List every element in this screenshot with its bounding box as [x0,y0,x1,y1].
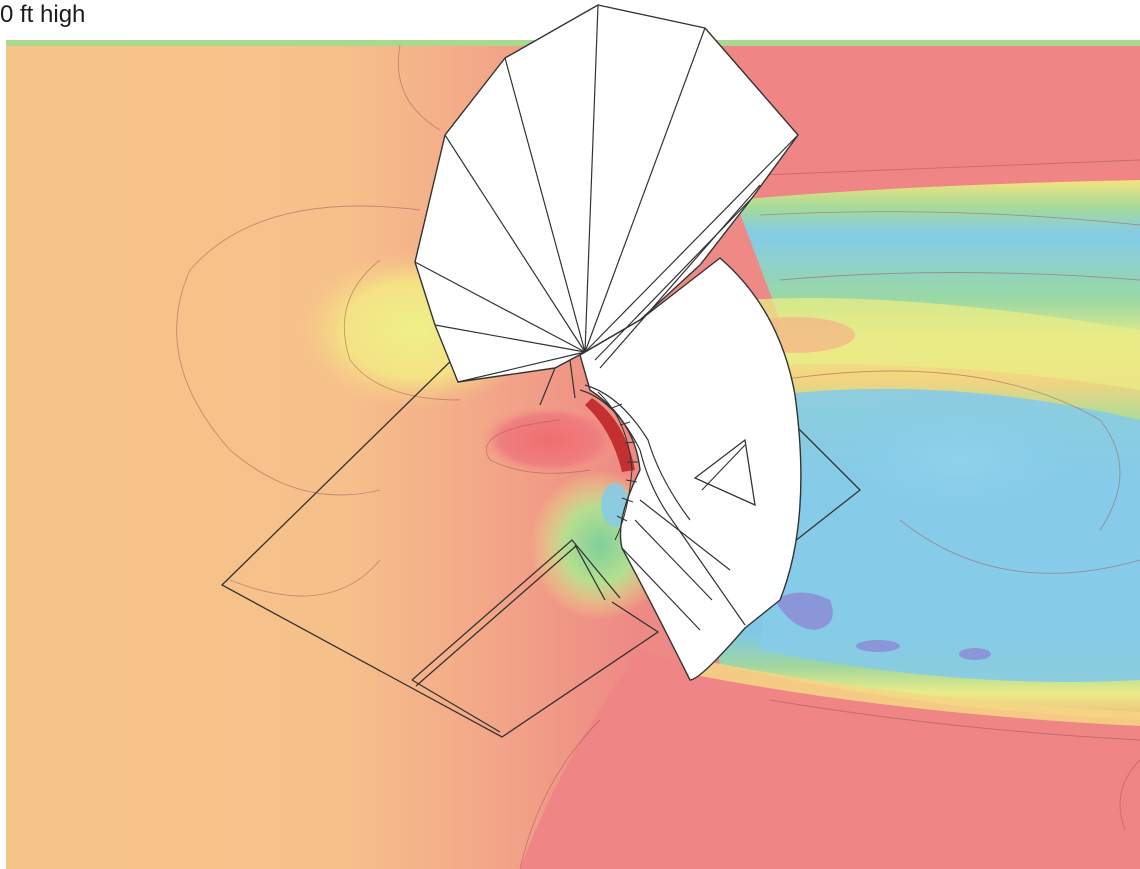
corner-peak-zone [585,398,635,472]
upper-high-velocity-zone [720,46,1140,200]
low-velocity-spot-1 [775,592,833,630]
lower-high-velocity-zone [520,650,1140,869]
wake-yellow-band [745,298,1140,390]
corner-stair-hatch [597,391,638,541]
low-velocity-spot-3 [959,648,991,660]
caption-label: 0 ft high [0,1,86,28]
wake-blue-core [810,390,1110,530]
low-velocity-spot-2 [856,640,900,652]
tower-massing [414,4,802,681]
site-plan-outline [220,349,861,738]
lower-edge-band [700,660,1140,726]
contour-lines [176,44,1140,869]
tower-wing-folds [579,384,746,631]
tower-opening [693,438,756,507]
tower-fan-ribs [414,4,799,406]
tower-opening-edge [701,444,746,491]
corner-acceleration-zone [478,404,622,476]
tower-curved-wing [579,257,802,681]
